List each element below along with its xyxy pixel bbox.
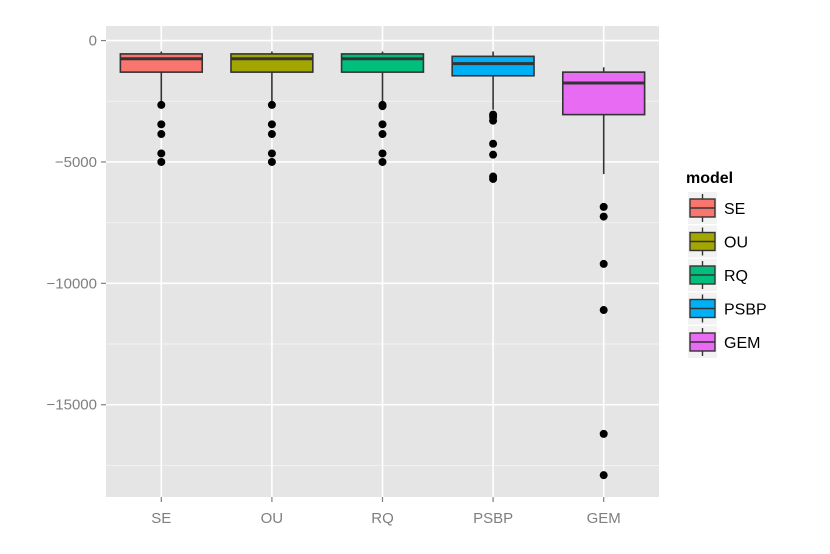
- x-tick-label: OU: [261, 510, 284, 527]
- outlier-point: [599, 259, 608, 268]
- y-tick-label: 0: [89, 33, 97, 50]
- outlier-point: [157, 149, 166, 158]
- x-tick-label: SE: [151, 510, 171, 527]
- outlier-point: [378, 102, 387, 111]
- x-tick-label: GEM: [587, 510, 621, 527]
- outlier-point: [489, 116, 498, 125]
- outlier-point: [378, 120, 387, 129]
- box-psbp: [451, 51, 535, 183]
- legend-item-ou: OU: [688, 225, 748, 258]
- outlier-point: [157, 157, 166, 166]
- outlier-point: [267, 120, 276, 129]
- box-rq: [340, 51, 425, 166]
- y-tick-label: −15000: [47, 397, 97, 414]
- y-tick-label: −10000: [47, 275, 97, 292]
- outlier-point: [599, 212, 608, 221]
- iqr-box: [340, 53, 425, 73]
- x-tick-label: PSBP: [473, 510, 513, 527]
- outlier-point: [489, 139, 498, 148]
- legend-label: GEM: [724, 335, 760, 352]
- legend-label: SE: [724, 201, 745, 218]
- legend-label: OU: [724, 235, 748, 252]
- outlier-point: [267, 157, 276, 166]
- outlier-point: [489, 150, 498, 159]
- outlier-point: [157, 120, 166, 129]
- legend-item-psbp: PSBP: [688, 292, 767, 325]
- legend-title: model: [686, 170, 733, 187]
- outlier-point: [599, 202, 608, 211]
- boxes-layer: [119, 51, 646, 480]
- iqr-box: [119, 53, 204, 73]
- legend: model SE OU RQ PSBP GEM: [686, 170, 767, 358]
- outlier-point: [157, 130, 166, 139]
- outlier-point: [267, 149, 276, 158]
- legend-label: PSBP: [724, 302, 767, 319]
- legend-item-gem: GEM: [688, 326, 760, 358]
- box-ou: [230, 51, 314, 166]
- legend-item-se: SE: [688, 192, 745, 224]
- y-axis: 0 −5000 −10000 −15000: [47, 33, 106, 414]
- legend-item-rq: RQ: [688, 259, 748, 291]
- box-gem: [561, 67, 646, 480]
- outlier-point: [599, 429, 608, 438]
- outlier-point: [489, 174, 498, 183]
- outlier-point: [378, 149, 387, 158]
- outlier-point: [599, 306, 608, 315]
- outlier-point: [267, 130, 276, 139]
- y-tick-label: −5000: [55, 154, 97, 171]
- outlier-point: [378, 157, 387, 166]
- box-se: [119, 51, 204, 166]
- x-tick-label: RQ: [371, 510, 394, 527]
- x-axis: SE OU RQ PSBP GEM: [151, 497, 621, 527]
- outlier-point: [157, 100, 166, 109]
- legend-label: RQ: [724, 268, 748, 285]
- outlier-point: [267, 100, 276, 109]
- iqr-box: [451, 55, 535, 77]
- outlier-point: [599, 471, 608, 480]
- outlier-point: [378, 130, 387, 139]
- iqr-box: [230, 53, 314, 73]
- iqr-box: [561, 71, 646, 116]
